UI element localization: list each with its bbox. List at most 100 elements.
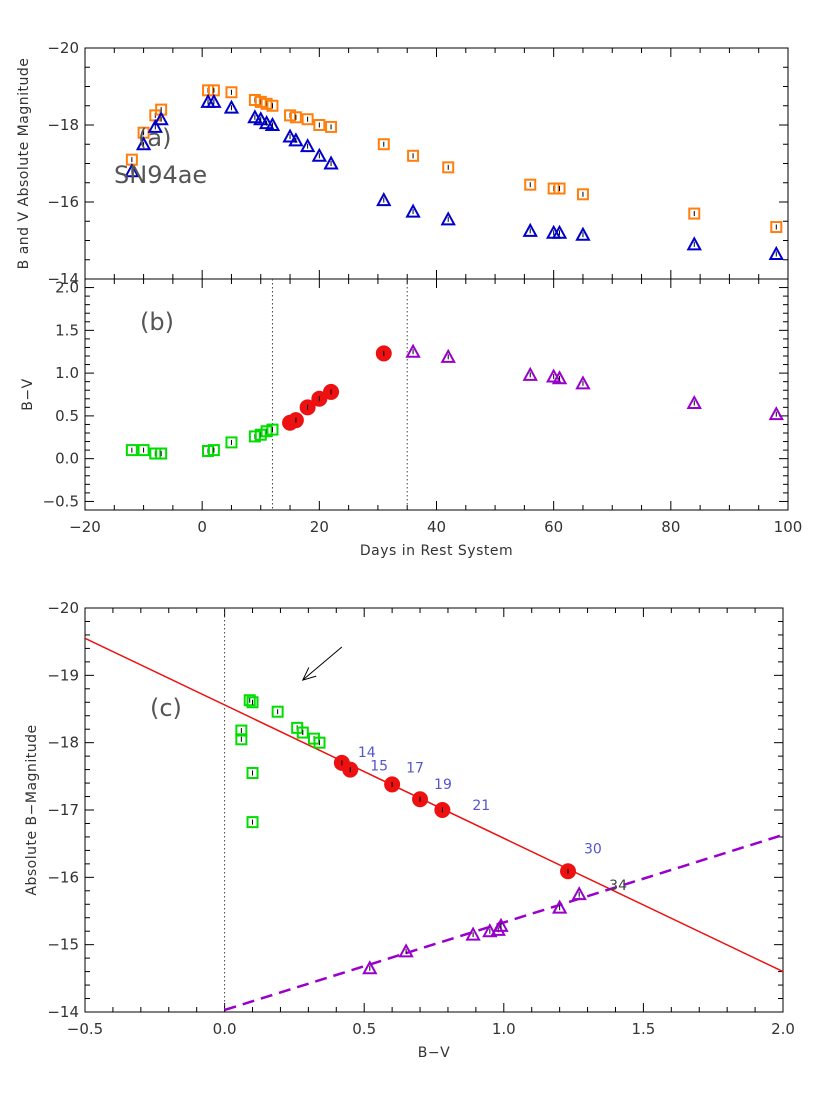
panel-a-point — [576, 188, 589, 201]
point-day-label: 17 — [406, 760, 424, 776]
panel-b-y-axis-label: B−V — [20, 378, 36, 410]
panel-c-point — [342, 761, 359, 778]
point-day-label: 34 — [609, 878, 627, 894]
panel-c-point — [571, 886, 587, 901]
panel-c-point — [398, 943, 414, 958]
point-day-label: 19 — [434, 777, 452, 793]
panel-a-point — [124, 163, 140, 178]
panel-a-ytick-label: −18 — [47, 116, 79, 134]
mid-phase-fit-line — [85, 637, 783, 973]
panel-b-point — [266, 423, 279, 436]
panel-c-series-mid — [333, 754, 577, 880]
panel-c-series-late — [362, 886, 587, 975]
panel-b-ytick-label: 1.0 — [55, 364, 79, 382]
panel-a-point — [524, 178, 537, 191]
panel-b-point — [405, 343, 421, 358]
panel-c-xtick-label: −0.5 — [67, 1020, 103, 1038]
panel-a-point — [206, 93, 222, 108]
panel-a-point — [135, 136, 152, 151]
panel-b-ytick-label: 1.5 — [55, 321, 79, 339]
panel-c-point — [235, 724, 248, 737]
panel-b-point — [686, 394, 702, 410]
panel-b-point — [137, 444, 150, 457]
panel-c-frame — [84, 607, 784, 1013]
panel-a-point — [553, 182, 566, 195]
panel-a-point — [313, 119, 326, 131]
panel-b-point — [287, 412, 304, 429]
panel-a-point — [407, 149, 420, 162]
panel-b-frame — [84, 278, 789, 511]
panel-b-ytick-label: −0.5 — [43, 492, 79, 510]
panel-b-xtick-label: 80 — [661, 518, 680, 536]
panel-a-point — [522, 222, 538, 237]
panel-c-ytick-label: −19 — [47, 666, 79, 684]
panel-b-label: (b) — [140, 308, 174, 336]
panel-b-point — [155, 447, 168, 460]
panel-c-ytick-label: −17 — [47, 801, 79, 819]
panel-b-point — [575, 375, 591, 390]
point-day-label: 14 — [358, 745, 376, 761]
panel-c-ytick-label: −15 — [47, 936, 79, 954]
panel-c-xtick-label: 1.5 — [631, 1020, 655, 1038]
panel-b-ytick-label: 2.0 — [55, 279, 79, 297]
panel-a-point — [264, 116, 281, 131]
panel-c-point — [246, 816, 259, 829]
panel-c-point — [296, 726, 309, 739]
panel-a-point — [253, 111, 269, 126]
panel-a-label: (a) — [138, 124, 171, 152]
panel-a-point — [405, 203, 421, 218]
panel-a-point — [770, 221, 783, 234]
panel-a-point — [223, 99, 240, 114]
panel-a-ytick-label: −16 — [47, 193, 79, 211]
panel-b-ytick-label: 0.5 — [55, 407, 79, 425]
late-phase-fit-line — [224, 833, 783, 1012]
panel-b-point — [311, 390, 328, 407]
panel-a-series-v_mag — [124, 93, 784, 260]
reddening-arrow-icon — [301, 646, 343, 681]
panel-a-point — [686, 236, 702, 251]
panel-c-point — [243, 694, 256, 707]
panel-c-point — [412, 791, 429, 808]
panel-c-point — [551, 899, 568, 914]
panel-c-xtick-label: 1.0 — [492, 1020, 516, 1038]
panel-b-point — [323, 383, 340, 400]
panel-c-ytick-label: −18 — [47, 734, 79, 752]
panel-c-ytick-label: −20 — [47, 599, 79, 617]
panel-a-point — [153, 111, 169, 126]
panel-b-color-curve: −20 0 20 40 60 80 100 −0.5 0.0 0.5 1.0 1.5 2.0 (b) Day… — [20, 278, 803, 559]
point-day-label: 30 — [584, 841, 602, 857]
panel-a-point — [688, 207, 701, 220]
panel-c-point — [465, 926, 481, 941]
panel-c-point — [235, 733, 248, 746]
panel-a-point — [289, 111, 302, 124]
panel-a-point — [575, 226, 591, 241]
panel-c-y-axis-label: Absolute B−Magnitude — [24, 724, 40, 895]
panel-b-series-mid — [282, 345, 392, 431]
panel-a-point — [768, 245, 784, 260]
panel-b-series-late — [405, 343, 784, 421]
panel-c-magnitude-color: −0.5 0.0 0.5 1.0 1.5 2.0 −20 −19 −18 −17 −16 −15 −14… — [24, 599, 795, 1061]
panel-a-point — [440, 211, 456, 226]
panel-b-series-early — [125, 423, 279, 460]
panel-b-xtick-label: 0 — [197, 518, 207, 536]
panel-c-xtick-label: 0.0 — [213, 1020, 237, 1038]
panel-a-point — [377, 138, 390, 151]
panel-b-x-axis-label: Days in Rest System — [360, 543, 513, 559]
panel-c-point — [246, 766, 259, 779]
panel-b-point — [551, 370, 568, 385]
panel-a-point — [323, 155, 339, 170]
panel-a-point — [311, 147, 328, 162]
panel-c-point — [384, 776, 401, 793]
panel-a-ytick-label: −20 — [47, 39, 79, 57]
panel-a-point — [225, 86, 238, 99]
panel-a-point — [376, 191, 392, 207]
panel-b-point — [125, 444, 138, 457]
panel-a-point — [282, 128, 298, 143]
panel-a-point — [325, 120, 338, 133]
panel-c-label: (c) — [150, 694, 182, 722]
panel-b-xtick-label: 100 — [774, 518, 803, 536]
panel-c-point — [313, 736, 326, 749]
panel-c-point — [482, 923, 498, 938]
supernova-name: SN94ae — [114, 161, 207, 189]
panel-b-point — [768, 406, 784, 421]
